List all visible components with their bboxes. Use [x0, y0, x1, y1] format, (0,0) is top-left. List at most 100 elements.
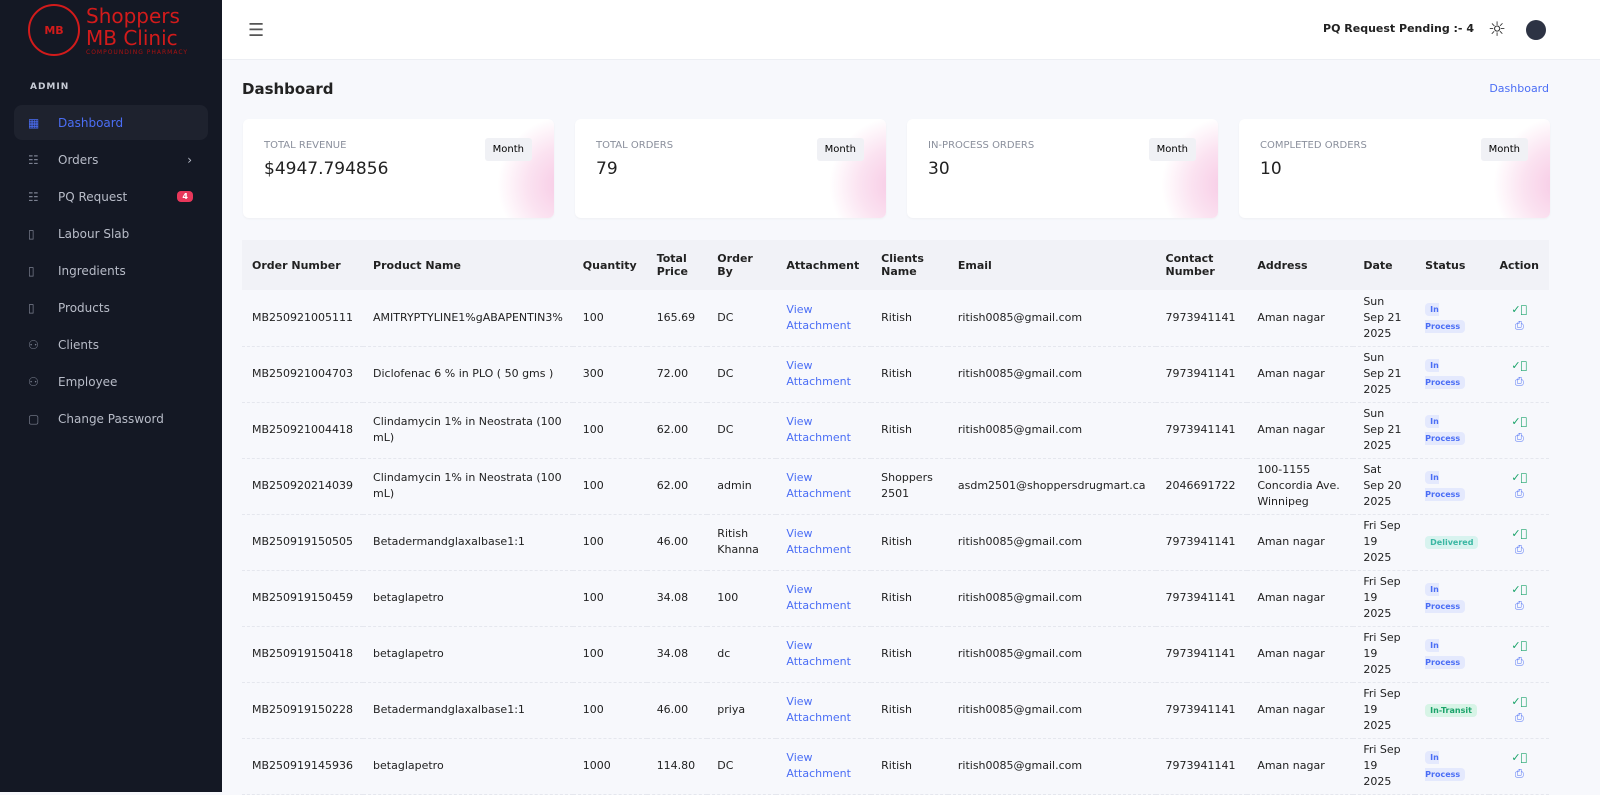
sidebar-item-products[interactable]: ▯ Products [14, 290, 208, 325]
sidebar-item-pq-request[interactable]: ☷ PQ Request 4 [14, 179, 208, 214]
table-cell: Ritish [871, 626, 948, 683]
card-label: COMPLETED ORDERS [1260, 140, 1367, 151]
table-cell: 7973941141 [1155, 402, 1248, 459]
table-cell: MB250919150228 [242, 682, 364, 739]
dashboard-icon: ▦ [28, 115, 40, 130]
print-icon[interactable]: ⎙ [1514, 543, 1524, 556]
table-cell: Betadermandglaxalbase1:1 [363, 514, 573, 571]
approve-check-icon[interactable]: ✓⃝ [1511, 415, 1528, 428]
column-header: Order By [707, 240, 777, 290]
period-button[interactable]: Month [816, 138, 864, 161]
approve-check-icon[interactable]: ✓⃝ [1511, 471, 1528, 484]
period-button[interactable]: Month [484, 138, 532, 161]
table-cell: 72.00 [646, 346, 708, 403]
print-icon[interactable]: ⎙ [1514, 318, 1524, 332]
sidebar-item-ingredients[interactable]: ▯ Ingredients [14, 253, 208, 288]
sidebar-item-label: Products [58, 300, 110, 315]
view-attachment-link[interactable]: View Attachment [786, 302, 851, 332]
status-badge: In Process [1425, 751, 1466, 781]
table-cell: 34.08 [646, 570, 708, 627]
sidebar-item-labour-slab[interactable]: ▯ Labour Slab [14, 216, 208, 251]
sidebar-item-employee[interactable]: ⚇ Employee [14, 364, 208, 399]
print-icon[interactable]: ⎙ [1514, 487, 1524, 500]
print-icon[interactable]: ⎙ [1514, 599, 1524, 612]
column-header: Contact Number [1155, 240, 1248, 290]
sidebar-item-dashboard[interactable]: ▦ Dashboard [14, 105, 208, 140]
view-attachment-link[interactable]: View Attachment [786, 359, 851, 388]
table-cell: ritish0085@gmail.com [947, 626, 1156, 683]
column-header: Total Price [646, 240, 708, 290]
table-row: MB250919150228 Betadermandglaxalbase1:1 10… [242, 682, 1549, 739]
table-cell: MB250919150459 [242, 570, 364, 627]
table-cell: Betadermandglaxalbase1:1 [363, 682, 573, 739]
logo[interactable]: MB Shoppers MB Clinic COMPOUNDING PHARMA… [28, 4, 188, 56]
approve-check-icon[interactable]: ✓⃝ [1511, 751, 1528, 764]
card-value: 30 [928, 159, 950, 179]
approve-check-icon[interactable]: ✓⃝ [1511, 302, 1528, 316]
view-attachment-link[interactable]: View Attachment [786, 751, 851, 780]
table-cell: MB250921004703 [242, 346, 364, 403]
period-button[interactable]: Month [1148, 138, 1196, 161]
card-value: $4947.794856 [264, 159, 389, 179]
table-cell: 46.00 [646, 682, 708, 739]
table-cell: DC [707, 290, 777, 347]
view-attachment-link[interactable]: View Attachment [786, 471, 851, 500]
table-cell: asdm2501@shoppersdrugmart.ca [947, 458, 1156, 515]
table-cell: 7973941141 [1155, 570, 1248, 627]
topbar: ☰ PQ Request Pending :- 4 ☼ [222, 0, 1600, 60]
view-attachment-link[interactable]: View Attachment [786, 583, 851, 612]
table-row: MB250919145936 betaglapetro 1000 114.80 DC Vi… [242, 738, 1549, 795]
sidebar-item-label: Clients [58, 337, 99, 352]
menu-toggle-icon[interactable]: ☰ [248, 20, 265, 41]
stat-card: COMPLETED ORDERS 10 Month [1239, 119, 1550, 218]
sidebar-item-label: Orders [58, 152, 99, 167]
table-row: MB250919150459 betaglapetro 100 34.08 100 Vie… [242, 570, 1549, 627]
pq-pending-text: PQ Request Pending :- 4 [1323, 22, 1474, 35]
print-icon[interactable]: ⎙ [1514, 767, 1524, 780]
print-icon[interactable]: ⎙ [1514, 375, 1524, 388]
table-cell: priya [707, 682, 777, 739]
breadcrumb[interactable]: Dashboard [1489, 82, 1549, 95]
card-value: 10 [1260, 159, 1282, 179]
period-button[interactable]: Month [1480, 138, 1528, 161]
user-avatar-icon[interactable] [1526, 20, 1546, 40]
sidebar-item-change-password[interactable]: ▢ Change Password [14, 401, 208, 436]
column-header: Address [1247, 240, 1354, 290]
approve-check-icon[interactable]: ✓⃝ [1511, 695, 1528, 708]
view-attachment-link[interactable]: View Attachment [786, 639, 851, 668]
view-attachment-link[interactable]: View Attachment [786, 527, 851, 556]
view-attachment-link[interactable]: View Attachment [786, 415, 851, 444]
view-attachment-link[interactable]: View Attachment [786, 695, 851, 724]
sidebar: MB Shoppers MB Clinic COMPOUNDING PHARMA… [0, 0, 222, 792]
approve-check-icon[interactable]: ✓⃝ [1511, 527, 1528, 540]
column-header: Attachment [776, 240, 872, 290]
stat-card: TOTAL ORDERS 79 Month [575, 119, 886, 218]
theme-toggle-sun-icon[interactable]: ☼ [1488, 17, 1506, 41]
table-cell: Aman nagar [1247, 290, 1354, 347]
table-cell: Aman nagar [1247, 682, 1354, 739]
table-cell: 7973941141 [1155, 290, 1248, 347]
table-row: MB250919150505 Betadermandglaxalbase1:1 10… [242, 514, 1549, 571]
sidebar-item-clients[interactable]: ⚇ Clients [14, 327, 208, 362]
approve-check-icon[interactable]: ✓⃝ [1511, 583, 1528, 596]
table-cell: DC [707, 402, 777, 459]
approve-check-icon[interactable]: ✓⃝ [1511, 639, 1528, 652]
sidebar-item-label: Employee [58, 374, 118, 389]
table-cell: Shoppers 2501 [871, 458, 948, 515]
table-cell: admin [707, 458, 777, 515]
table-cell: 100 [572, 290, 647, 347]
table-cell: Aman nagar [1247, 402, 1354, 459]
table-cell: Sun Sep 21 2025 [1353, 346, 1416, 403]
table-cell: Sat Sep 20 2025 [1353, 458, 1416, 515]
print-icon[interactable]: ⎙ [1514, 711, 1524, 724]
print-icon[interactable]: ⎙ [1514, 431, 1524, 444]
table-cell: 100 [572, 458, 647, 515]
document-icon: ▯ [28, 226, 35, 241]
print-icon[interactable]: ⎙ [1514, 655, 1524, 668]
table-cell: DC [707, 738, 777, 795]
sidebar-item-orders[interactable]: ☷ Orders › [14, 142, 208, 177]
table-cell: Fri Sep 19 2025 [1353, 738, 1416, 795]
sidebar-item-label: Change Password [58, 411, 164, 426]
status-badge: In Process [1425, 639, 1466, 669]
approve-check-icon[interactable]: ✓⃝ [1511, 359, 1528, 372]
